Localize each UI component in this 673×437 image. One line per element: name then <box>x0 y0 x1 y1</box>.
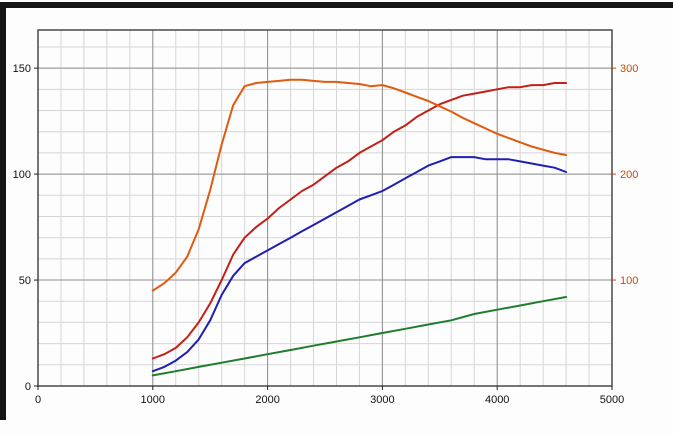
x-tick-label: 4000 <box>485 394 509 406</box>
x-tick-label: 0 <box>35 394 41 406</box>
x-tick-label: 2000 <box>255 394 279 406</box>
curve-red <box>151 82 568 360</box>
x-tick-label: 3000 <box>370 394 394 406</box>
x-tick-label: 1000 <box>141 394 165 406</box>
right-tick-label: 200 <box>620 169 638 181</box>
plot-border <box>37 29 613 387</box>
left-tick-label: 0 <box>25 381 31 393</box>
window-border-left <box>0 2 6 420</box>
right-tick-label: 300 <box>620 63 638 75</box>
curve-blue <box>151 156 568 373</box>
curve-green <box>151 296 568 377</box>
left-tick-label: 150 <box>13 63 31 75</box>
right-tick-label: 100 <box>620 275 638 287</box>
curve-orange <box>151 78 568 292</box>
window-border-top <box>0 2 673 8</box>
x-tick-label: 5000 <box>600 394 624 406</box>
chart-panel: 0 1000 2000 3000 4000 5000 0 50 100 150 100 200 300 <box>8 8 668 432</box>
left-tick-label: 100 <box>13 169 31 181</box>
left-tick-label: 50 <box>19 275 31 287</box>
dyno-chart: 0 1000 2000 3000 4000 5000 0 50 100 150 100 200 300 <box>13 29 638 406</box>
